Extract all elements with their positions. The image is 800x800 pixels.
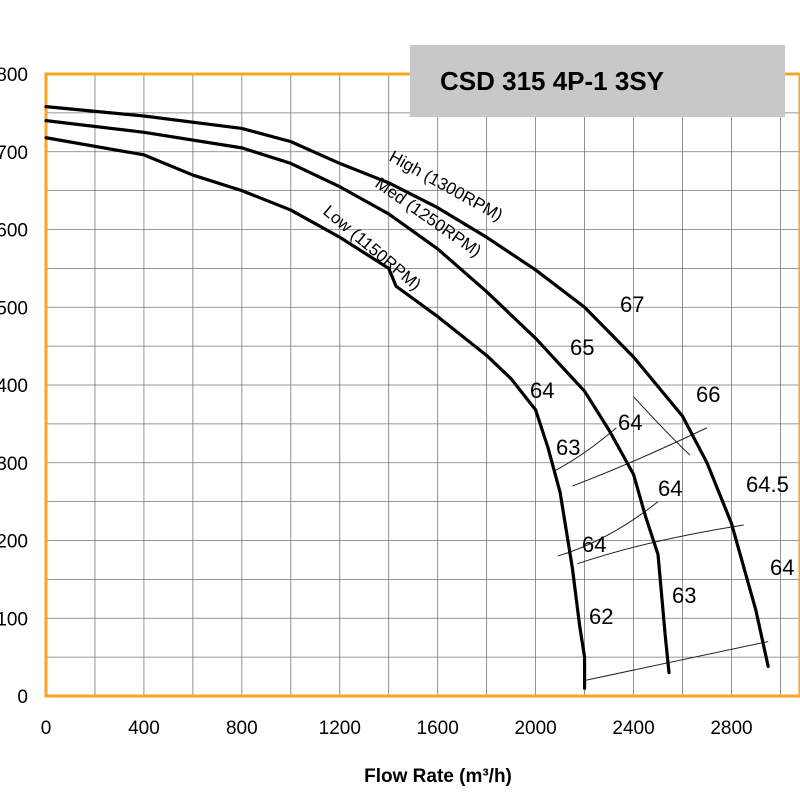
efficiency-label: 67: [620, 292, 644, 317]
efficiency-contour: [633, 396, 691, 456]
chart-title: CSD 315 4P-1 3SY: [440, 66, 664, 96]
speed-curve: [44, 136, 587, 690]
efficiency-label: 66: [696, 382, 720, 407]
x-tick-label: 2800: [710, 718, 752, 739]
y-tick-label: 200: [0, 532, 28, 553]
y-tick-label: 300: [0, 454, 28, 475]
efficiency-label: 64: [658, 476, 682, 501]
efficiency-label: 64.5: [746, 472, 789, 497]
y-tick-label: 100: [0, 609, 28, 630]
efficiency-label: 64: [770, 555, 794, 580]
y-tick-label: 500: [0, 298, 28, 319]
x-tick-label: 1600: [417, 718, 459, 739]
x-tick-label: 800: [226, 718, 258, 739]
efficiency-label: 62: [589, 604, 613, 629]
efficiency-label: 63: [556, 435, 580, 460]
title-box: [410, 45, 785, 117]
efficiency-label: 64: [618, 410, 642, 435]
speed-curve: [44, 119, 671, 675]
x-tick-label: 0: [41, 718, 52, 739]
x-tick-label: 400: [128, 718, 160, 739]
speed-curve-label: Low (1150RPM): [319, 202, 424, 295]
efficiency-label: 63: [672, 583, 696, 608]
efficiency-label: 64: [530, 378, 554, 403]
efficiency-labels: 67 66 64.5 64 65 64 64 63 64 64 63 62: [530, 292, 794, 629]
x-axis-ticks: 0 400 800 1200 1600 2000 2400 2800: [41, 718, 753, 739]
x-axis-label: Flow Rate (m³/h): [364, 766, 512, 787]
y-tick-label: 700: [0, 143, 28, 164]
x-tick-label: 1200: [319, 718, 361, 739]
efficiency-contour: [572, 427, 708, 487]
speed-curve: [44, 105, 770, 669]
y-tick-label: 600: [0, 221, 28, 242]
y-tick-label: 400: [0, 376, 28, 397]
x-tick-label: 2000: [514, 718, 556, 739]
efficiency-label: 64: [582, 532, 606, 557]
speed-curve-labels: High (1300RPM)Med (1250RPM)Low (1150RPM): [319, 147, 506, 294]
efficiency-label: 65: [570, 335, 594, 360]
speed-curves: [44, 105, 770, 690]
y-tick-label: 0: [17, 687, 28, 708]
x-tick-label: 2400: [612, 718, 654, 739]
y-tick-label: 800: [0, 65, 28, 86]
efficiency-contour: [584, 641, 769, 681]
y-axis-ticks: 0 100 200 300 400 500 600 700 800: [0, 65, 28, 708]
